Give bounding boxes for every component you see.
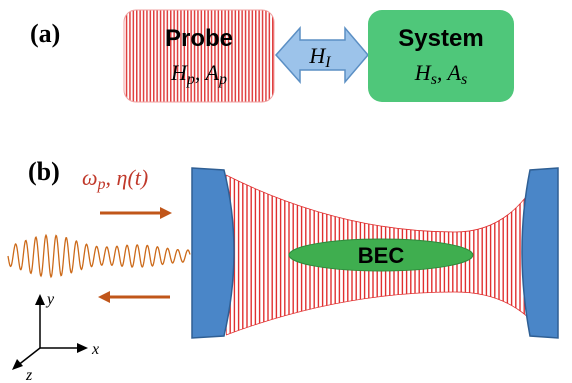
interaction-arrow: HI (274, 25, 369, 85)
backward-arrow (98, 291, 170, 303)
forward-arrow (100, 207, 172, 219)
probe-box: Probe Hp, Ap (123, 9, 275, 103)
axis-z-label: z (25, 367, 33, 383)
drive-label: ωp, η(t) (82, 165, 148, 193)
panel-b-label: (b) (28, 157, 60, 186)
system-box: System Hs, As (368, 10, 514, 102)
panel-a-label: (a) (30, 19, 60, 48)
probe-title: Probe (165, 25, 233, 52)
right-mirror (521, 167, 559, 339)
axis-x-label: x (91, 341, 99, 358)
axis-y-label: y (45, 291, 55, 308)
system-title: System (398, 25, 483, 52)
bec-cloud: BEC (288, 238, 474, 272)
system-math: Hs, As (414, 60, 467, 88)
left-mirror (191, 167, 235, 339)
probe-wave (7, 233, 191, 279)
coordinate-axes (12, 294, 88, 370)
bec-label: BEC (358, 243, 405, 268)
probe-math: Hp, Ap (170, 60, 227, 88)
interaction-math: HI (308, 43, 331, 71)
